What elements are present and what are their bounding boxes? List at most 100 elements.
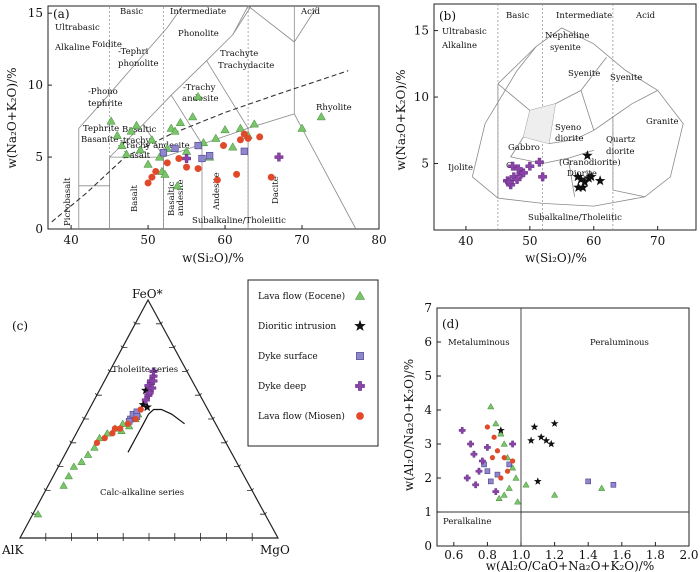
panel-c-apex-right: MgO [260,543,290,557]
panel-b-field-labels: Basic Intermediate Acid Ultrabasic Alkaline N… [441,11,679,223]
point-lava-flow-eocene [497,430,505,437]
field-label-trachydacite: Trachydacite [218,61,274,71]
point-lava-flow-miosen [244,134,252,142]
panel-c-label: (c) [12,319,28,333]
panel-b-points [503,150,606,192]
point-lava-flow-eocene [154,152,165,161]
ternary-tick [133,321,141,325]
x-tick-label: 0.6 [444,548,463,562]
field-label-basalt: basalt [124,151,151,161]
point-dyke-deep [145,388,154,397]
panel-a-ticks: 40 50 60 70 80 0 5 10 15 [28,6,387,247]
y-tick-label: 15 [414,24,429,38]
point-lava-flow-miosen [213,176,221,184]
point-dyke-deep [149,367,158,376]
x-tick-label: 40 [63,233,78,247]
tas-boundary [232,5,249,35]
field-label-trachy: -trachy [120,136,151,146]
point-dyke-deep [479,457,486,465]
point-dyke-surface [198,154,206,163]
ternary-tick [260,511,267,515]
panel-c-points [33,367,158,518]
field-label-acid: Acid [635,11,656,21]
legend-label-lava-flow-miosen: Lava flow (Miosen) [258,411,345,422]
field-label-phonolite: phonolite [118,59,159,69]
point-dioritic-intrusion [530,422,539,431]
point-dioritic-intrusion [550,419,559,427]
field-label-granodiorite: (Granodiorite) [559,157,621,168]
panel-a-field-lines [51,5,357,230]
point-lava-flow-miosen [489,454,496,461]
ternary-tick [169,345,176,349]
field-label-phono: -Phono [88,87,118,97]
legend-marker-dioritic-intrusion [354,319,366,331]
point-lava-flow-eocene [160,169,170,178]
panel-b-ticks: 40 50 60 70 5 10 15 [414,24,666,248]
point-lava-flow-miosen [267,173,275,181]
ternary-tick [94,392,102,396]
point-lava-flow-miosen [484,424,491,430]
y-tick-label: 2 [424,471,432,485]
panel-b-field-lines [471,4,684,230]
y-tick-label: 5 [35,150,43,164]
point-lava-flow-eocene [188,112,198,121]
ternary-tick [43,488,51,491]
tas-boundary [206,60,249,129]
ternary-tick [208,416,215,420]
field-label-basalt: Basalt [130,185,140,212]
point-dyke-surface [206,152,214,160]
field-label-andesite: andesite [176,179,186,216]
ternary-tick [56,464,64,468]
point-lava-flow-eocene [522,481,530,488]
point-dyke-surface [494,471,501,478]
ternary-tick [182,369,189,372]
x-tick-label: 2.0 [679,548,698,562]
point-lava-flow-eocene [492,419,500,427]
point-lava-flow-eocene [147,135,157,144]
panel-d-frame [436,307,690,547]
field-label-rhyolite: Rhyolite [316,103,352,113]
point-lava-flow-eocene [193,91,203,101]
ternary-frame [18,298,280,539]
x-tick-label: 50 [140,233,155,247]
point-dyke-deep [274,152,284,162]
point-dyke-deep [484,444,491,451]
x-tick-label: 50 [522,234,537,248]
point-lava-flow-miosen [137,406,144,413]
point-lava-flow-eocene [509,464,517,471]
ternary-tick [69,440,77,444]
x-tick-label: 60 [217,233,232,247]
panel-c-triangle [18,298,280,541]
ternary-tick [247,488,254,491]
point-lava-flow-eocene [495,494,503,502]
point-lava-flow-miosen [152,167,160,175]
panel-c-apex-top: FeO* [132,287,163,301]
point-lava-flow-miosen [194,165,202,173]
point-dyke-deep [182,154,191,163]
legend-label-dyke-surface: Dyke surface [258,352,318,362]
point-lava-flow-eocene [249,119,259,128]
panel-a-xlabel: w(Si₂O)/% [182,251,244,265]
point-lava-flow-eocene [228,142,238,151]
ternary-tick [221,440,228,444]
tholeiite-calcalkaline-boundary [127,408,185,453]
point-dyke-deep [538,172,548,182]
point-lava-flow-eocene [512,474,520,481]
field-label-trachyte: Trachyte [220,49,258,59]
point-dyke-deep [512,175,522,184]
y-tick-label: 5 [421,157,429,171]
point-dyke-deep [525,161,535,171]
point-dyke-deep [535,157,544,167]
panel-d-label: (d) [442,317,459,331]
panel-c: (c) FeO* AlK MgO Tholeiite series Calc-a… [1,287,290,557]
field-label-quartz: Quartz [606,135,636,145]
field-label-basanite: Basanite [81,135,118,145]
legend-box [247,279,379,447]
field-label-alkaline: Alkaline [54,43,90,53]
point-dyke-deep [458,427,466,434]
point-lava-flow-miosen [183,163,191,171]
ternary-tick [195,392,202,396]
point-lava-flow-eocene [112,130,122,139]
y-tick-label: 0 [424,539,432,553]
